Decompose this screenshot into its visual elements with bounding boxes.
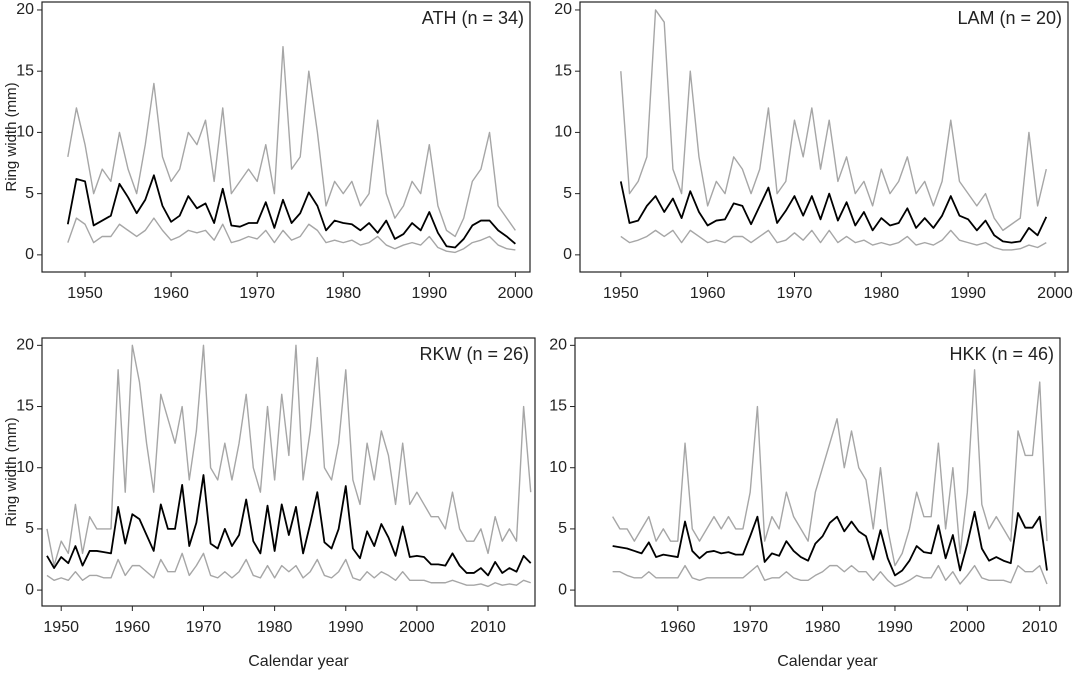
y-tick-label: 10 [16, 124, 34, 141]
y-tick-label: 5 [558, 520, 567, 537]
series-line [612, 510, 1048, 577]
x-axis-label: Calendar year [777, 653, 878, 670]
series-line [67, 45, 516, 238]
x-tick-label: 1980 [805, 619, 841, 636]
x-tick-label: 1990 [877, 619, 913, 636]
series-line [612, 369, 1048, 567]
y-tick-label: 15 [16, 62, 34, 79]
x-tick-label: 1980 [257, 619, 293, 636]
x-tick-label: 1950 [43, 619, 79, 636]
x-tick-label: 1960 [153, 285, 189, 302]
x-tick-label: 1980 [864, 285, 900, 302]
x-tick-label: 2000 [498, 285, 534, 302]
y-tick-label: 20 [554, 1, 572, 18]
y-tick-label: 20 [549, 337, 567, 354]
x-tick-label: 1990 [328, 619, 364, 636]
plot-frame [41, 337, 536, 607]
y-tick-label: 0 [25, 246, 34, 263]
x-axis-label: Calendar year [248, 653, 349, 670]
panel-title: LAM (n = 20) [957, 8, 1062, 28]
panel-title: RKW (n = 26) [419, 344, 529, 364]
y-tick-label: 10 [549, 459, 567, 476]
panel-title: ATH (n = 34) [422, 8, 524, 28]
panel-title: HKK (n = 46) [949, 344, 1054, 364]
x-tick-label: 1990 [412, 285, 448, 302]
x-tick-label: 1970 [239, 285, 275, 302]
y-axis-label: Ring width (mm) [3, 417, 20, 526]
series-line [612, 564, 1048, 588]
x-tick-label: 1960 [115, 619, 151, 636]
series-line [46, 474, 532, 577]
x-tick-label: 1960 [690, 285, 726, 302]
y-tick-label: 0 [25, 581, 34, 598]
series-line [620, 9, 1047, 232]
plot-frame [579, 1, 1069, 273]
x-tick-label: 2000 [1037, 285, 1073, 302]
plot-frame [41, 1, 531, 273]
x-tick-label: 1960 [660, 619, 696, 636]
y-axis-label: Ring width (mm) [3, 82, 20, 191]
x-tick-label: 2010 [470, 619, 506, 636]
x-tick-label: 1970 [186, 619, 222, 636]
series-line [67, 217, 516, 254]
y-tick-label: 15 [554, 62, 572, 79]
y-tick-label: 10 [554, 124, 572, 141]
y-tick-label: 15 [16, 398, 34, 415]
y-tick-label: 15 [549, 398, 567, 415]
y-tick-label: 20 [16, 1, 34, 18]
x-tick-label: 1950 [67, 285, 103, 302]
series-line [620, 229, 1047, 251]
series-line [46, 552, 531, 588]
x-tick-label: 1980 [325, 285, 361, 302]
y-tick-label: 0 [563, 246, 572, 263]
x-tick-label: 1950 [603, 285, 639, 302]
y-tick-label: 5 [563, 185, 572, 202]
x-tick-label: 1970 [777, 285, 813, 302]
series-line [619, 181, 1048, 244]
series-line [46, 344, 532, 567]
y-tick-label: 5 [25, 520, 34, 537]
series-line [66, 174, 516, 249]
y-tick-label: 5 [25, 185, 34, 202]
y-tick-label: 20 [16, 337, 34, 354]
x-tick-label: 1990 [950, 285, 986, 302]
x-tick-label: 1970 [732, 619, 768, 636]
x-tick-label: 2000 [399, 619, 435, 636]
y-tick-label: 0 [558, 581, 567, 598]
x-tick-label: 2010 [1022, 619, 1058, 636]
x-tick-label: 2000 [950, 619, 986, 636]
plot-frame [574, 337, 1061, 607]
y-tick-label: 10 [16, 459, 34, 476]
